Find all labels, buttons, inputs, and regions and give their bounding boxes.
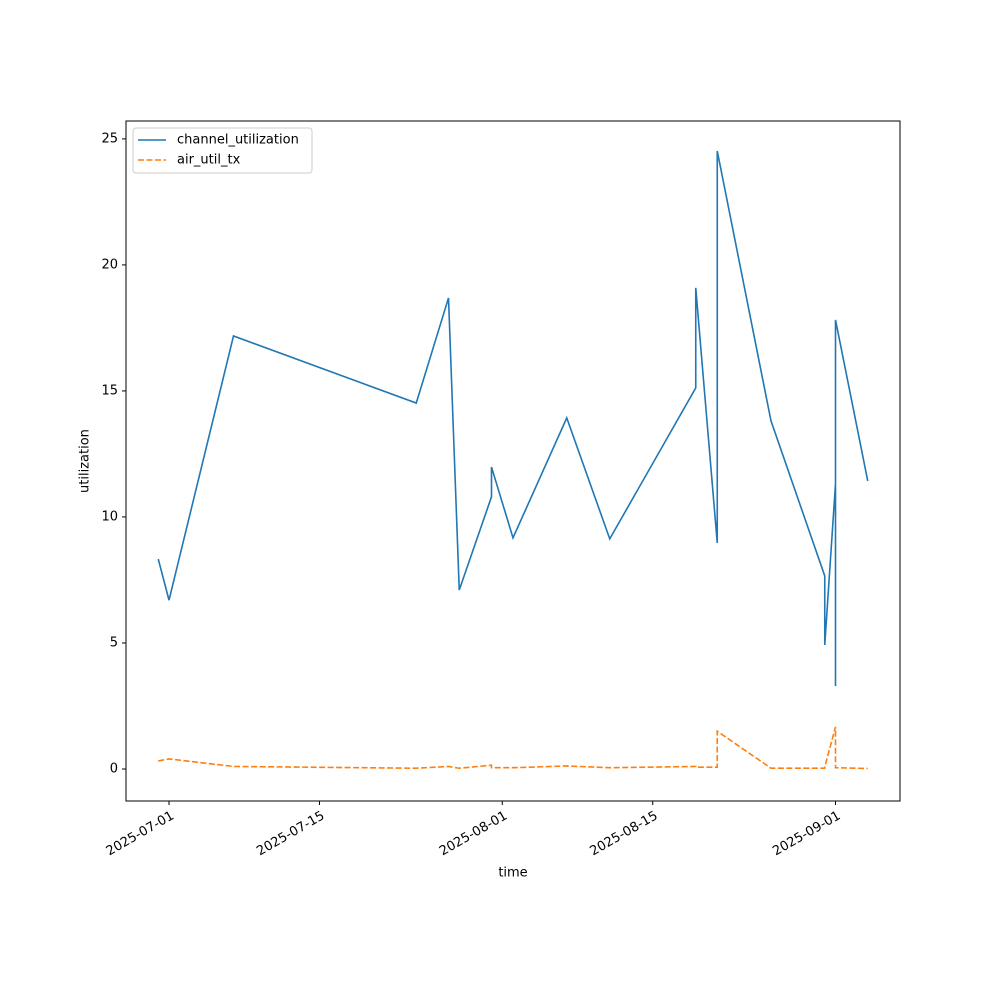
- y-tick-label: 15: [101, 383, 118, 398]
- y-tick-label: 20: [101, 257, 118, 272]
- x-tick-label: 2025-07-15: [254, 809, 327, 860]
- y-tick-label: 10: [101, 509, 118, 524]
- x-tick-label: 2025-08-01: [437, 809, 510, 860]
- y-tick-label: 5: [110, 635, 118, 650]
- x-tick-label: 2025-09-01: [770, 809, 843, 860]
- x-axis-label: time: [498, 866, 527, 881]
- plot-frame: [125, 120, 901, 802]
- legend-label: channel_utilization: [177, 133, 299, 148]
- series-line: [157, 150, 869, 687]
- y-tick-label: 25: [101, 131, 118, 146]
- legend-box: [132, 127, 313, 174]
- y-tick-label: 0: [110, 761, 118, 776]
- x-tick-label: 2025-07-01: [104, 809, 177, 860]
- legend-label: air_util_tx: [177, 153, 241, 168]
- x-tick-label: 2025-08-15: [588, 809, 661, 860]
- legend: channel_utilization air_util_tx: [132, 127, 313, 174]
- y-axis-label: utilization: [78, 429, 93, 493]
- series-line: [158, 726, 868, 770]
